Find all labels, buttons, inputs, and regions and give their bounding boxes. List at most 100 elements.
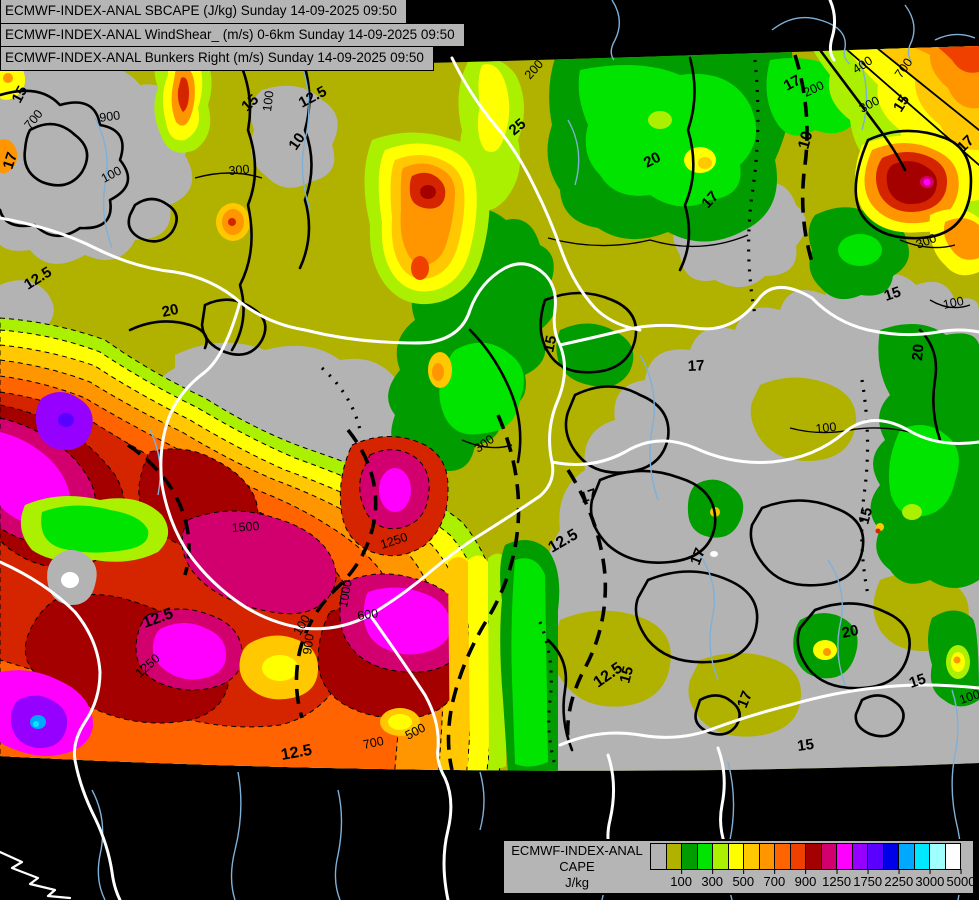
legend-tick-label: 100 <box>670 869 692 889</box>
cape-band-gold <box>448 557 468 767</box>
title-line-bunkers: ECMWF-INDEX-ANAL Bunkers Right (m/s) Sun… <box>0 46 434 71</box>
legend-swatch-row <box>650 843 961 870</box>
cape-region-gray <box>0 57 193 264</box>
legend-swatch <box>851 844 867 869</box>
cape-region-olive <box>552 610 671 707</box>
cape-spot <box>648 111 672 129</box>
legend-swatch <box>665 844 681 869</box>
contour-label-100: 100 <box>260 90 276 112</box>
title-line-sbcape: ECMWF-INDEX-ANAL SBCAPE (J/kg) Sunday 14… <box>0 0 407 24</box>
cape-minimum-white <box>61 572 79 588</box>
cape-region-darkred <box>886 161 937 205</box>
border-south-east <box>558 683 979 747</box>
legend-swatch <box>758 844 774 869</box>
cape-region-green-core <box>578 65 757 207</box>
legend-colorbar: 100 300 500 700 900 1250 1750 2250 3000 5000 <box>650 843 975 891</box>
cape-spot <box>923 178 931 186</box>
border-czech-loop <box>159 300 566 631</box>
legend-title-line1: ECMWF-INDEX-ANAL <box>511 842 643 858</box>
cape-region-olive <box>750 377 856 462</box>
legend-swatch <box>651 844 666 869</box>
cape-region-gray <box>250 85 338 188</box>
legend-swatch <box>774 844 790 869</box>
legend-swatch <box>727 844 743 869</box>
contour-label-17: 17 <box>578 485 599 506</box>
border-oder <box>450 56 642 332</box>
cape-region-olive <box>688 653 801 737</box>
contour-label-100: 100 <box>942 294 965 312</box>
cape-spot <box>698 157 712 169</box>
legend-swatch <box>696 844 712 869</box>
contour-label-17: 17 <box>734 689 756 711</box>
cape-spot <box>432 363 444 381</box>
cape-legend: ECMWF-INDEX-ANAL CAPE J/kg 100 300 500 700 9… <box>502 839 975 895</box>
cape-region-red <box>928 46 979 73</box>
contour-label-100: 100 <box>815 420 837 436</box>
legend-swatch <box>712 844 728 869</box>
legend-swatch <box>898 844 914 869</box>
border-slovakia-hungary <box>550 419 979 466</box>
contour-label-300: 300 <box>228 162 250 178</box>
contour-label-15: 15 <box>616 665 637 686</box>
contour-label-20: 20 <box>160 301 180 321</box>
contour-label-20: 20 <box>641 149 664 172</box>
border-coast <box>0 850 72 900</box>
contour-label-15: 15 <box>855 506 876 527</box>
title-line-windshear: ECMWF-INDEX-ANAL WindShear_ (m/s) 0-6km … <box>0 22 465 48</box>
cape-region-green-core <box>888 425 959 517</box>
legend-tick-label: 3000 <box>915 869 945 889</box>
cape-pocket-yellow <box>262 655 298 681</box>
cape-spot <box>823 648 831 656</box>
contour-label-10: 10 <box>285 130 308 153</box>
legend-swatch <box>836 844 852 869</box>
cape-fill-field <box>0 46 979 771</box>
contour-label-17: 17 <box>687 357 705 375</box>
border-vistula <box>828 0 837 62</box>
legend-title: ECMWF-INDEX-ANAL CAPE J/kg <box>504 843 650 892</box>
contour-label-17: 17 <box>687 546 709 568</box>
legend-swatch <box>681 844 697 869</box>
contour-label-15: 15 <box>540 334 560 354</box>
contour-label-20: 20 <box>840 622 860 642</box>
legend-swatch <box>944 844 960 869</box>
contour-label-15: 15 <box>890 92 913 115</box>
contour-label-17: 17 <box>781 72 804 95</box>
cape-spot <box>3 73 13 83</box>
cape-minimum-white <box>710 551 718 557</box>
legend-tick-label: 900 <box>794 869 817 889</box>
contour-label-100: 100 <box>958 687 979 707</box>
border-austria-west <box>0 560 122 900</box>
contour-label-900: 900 <box>98 108 121 125</box>
contour-label-600: 600 <box>356 606 379 623</box>
contour-label-15: 15 <box>907 670 928 691</box>
legend-title-line2: CAPE <box>559 858 595 874</box>
windshear-contours <box>0 46 979 752</box>
cape-spot <box>953 656 961 664</box>
cape-spot <box>420 185 436 199</box>
cape-spot <box>228 218 236 226</box>
cape-region-orange <box>0 139 18 174</box>
legend-swatch <box>743 844 759 869</box>
legend-tick-label: 300 <box>701 869 724 889</box>
contour-label-17: 17 <box>0 150 21 171</box>
cape-region-green-core <box>439 342 524 435</box>
cape-pocket-yellow <box>388 714 412 730</box>
cape-hot-magenta <box>152 623 226 680</box>
cape-island-green <box>41 505 149 553</box>
cape-band-yellow <box>468 555 488 766</box>
legend-swatch <box>805 844 821 869</box>
legend-tick-label: 1250 <box>822 869 852 889</box>
legend-tick-label: 2250 <box>884 869 914 889</box>
border-balkan-2 <box>716 746 727 847</box>
cape-spot <box>411 256 429 280</box>
contour-label-15: 15 <box>9 83 32 106</box>
contour-label-20: 20 <box>909 343 927 361</box>
legend-tick-row: 100 300 500 700 900 1250 1750 2250 3000 5000 <box>650 869 975 891</box>
contour-label-700: 700 <box>362 734 385 752</box>
legend-tick-label: 700 <box>763 869 786 889</box>
cape-region-green-core <box>838 234 882 266</box>
cape-hot-magenta <box>379 468 411 512</box>
legend-swatch <box>867 844 883 869</box>
legend-tick-label: 500 <box>732 869 755 889</box>
